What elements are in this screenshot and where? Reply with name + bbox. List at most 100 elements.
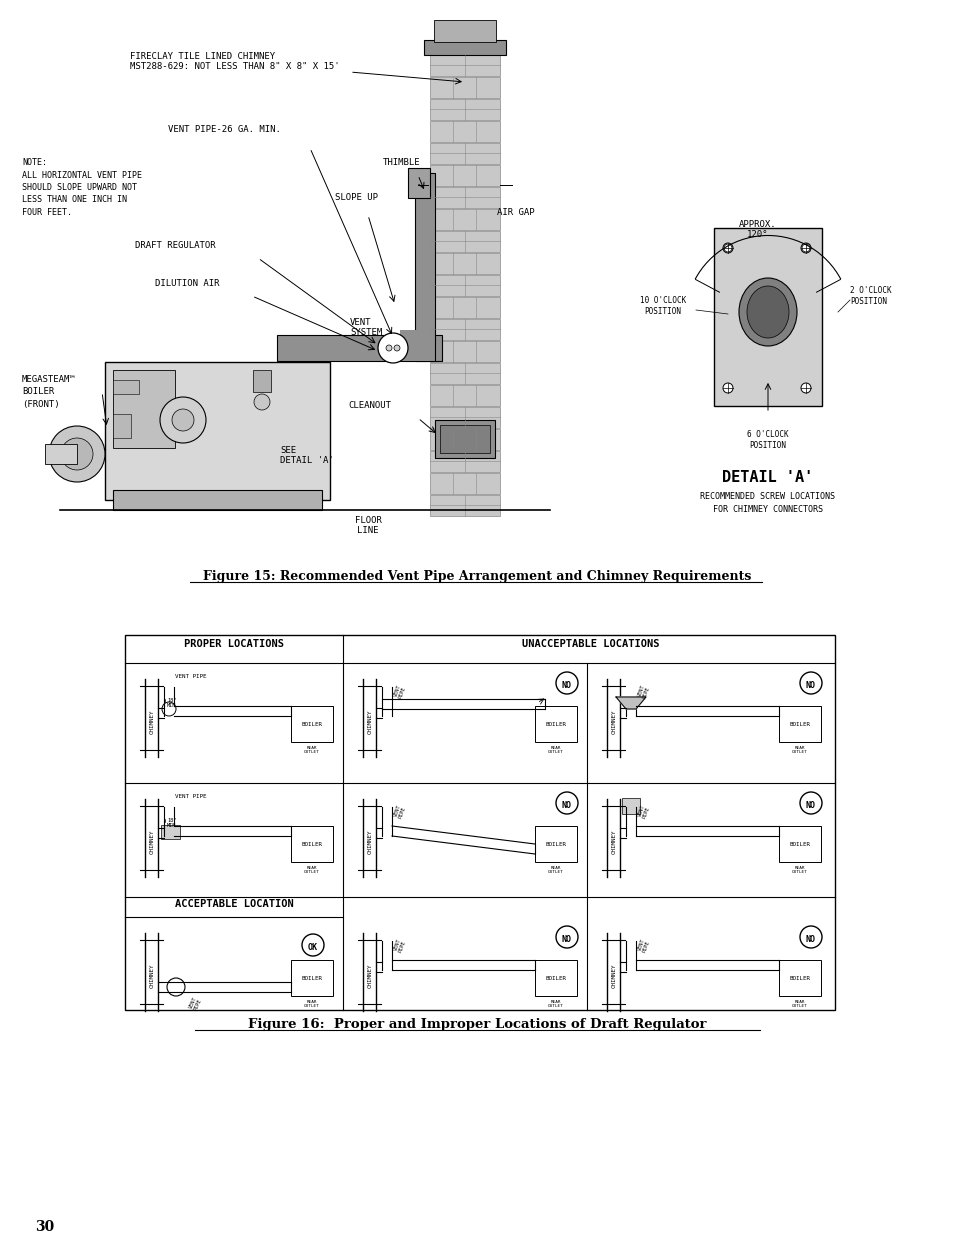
Bar (430, 429, 499, 450)
Bar (779, 826, 821, 862)
Text: CHIMNEY: CHIMNEY (611, 830, 616, 855)
Circle shape (801, 243, 810, 253)
Circle shape (302, 934, 324, 956)
Circle shape (722, 383, 732, 393)
Bar (430, 341, 499, 362)
Text: VENT
PIPE: VENT PIPE (637, 804, 650, 820)
Ellipse shape (746, 287, 788, 338)
Bar (430, 473, 499, 494)
Text: BOILER: BOILER (789, 841, 810, 846)
Bar (430, 408, 499, 429)
Text: BOILER: BOILER (545, 976, 566, 981)
Text: 6 O'CLOCK
POSITION: 6 O'CLOCK POSITION (746, 430, 788, 450)
Text: VENT
PIPE: VENT PIPE (393, 804, 407, 820)
Bar (430, 363, 499, 384)
Bar (535, 826, 577, 862)
Text: AIR GAP: AIR GAP (497, 207, 534, 217)
Text: REAR
OUTLET: REAR OUTLET (791, 746, 807, 755)
Bar (430, 209, 499, 230)
Bar (430, 275, 499, 296)
Polygon shape (616, 697, 645, 709)
Text: VENT PIPE-26 GA. MIN.: VENT PIPE-26 GA. MIN. (168, 125, 280, 135)
Text: CHIMNEY: CHIMNEY (367, 830, 372, 855)
Bar (430, 77, 499, 98)
Text: VENT
SYSTEM: VENT SYSTEM (350, 317, 382, 337)
Bar (291, 826, 333, 862)
Circle shape (556, 792, 578, 814)
Bar (45, 445, 77, 464)
Bar (434, 20, 496, 42)
Bar (430, 451, 499, 472)
Text: NO: NO (805, 680, 815, 689)
Bar (439, 425, 490, 453)
Circle shape (394, 345, 399, 351)
Circle shape (253, 394, 270, 410)
Text: BOILER: BOILER (789, 976, 810, 981)
Text: REAR
OUTLET: REAR OUTLET (304, 746, 319, 755)
Text: VENT PIPE: VENT PIPE (174, 794, 206, 799)
Bar (112, 380, 139, 394)
Bar (430, 495, 499, 516)
Text: CHIMNEY: CHIMNEY (150, 963, 154, 988)
Text: CHIMNEY: CHIMNEY (611, 710, 616, 735)
Text: SLOPE UP: SLOPE UP (335, 193, 377, 203)
Text: BOILER: BOILER (789, 721, 810, 726)
Bar (430, 165, 499, 186)
Text: VENT
PIPE: VENT PIPE (637, 684, 650, 700)
Circle shape (172, 409, 193, 431)
Text: Figure 15: Recommended Vent Pipe Arrangement and Chimney Requirements: Figure 15: Recommended Vent Pipe Arrange… (203, 571, 750, 583)
Text: NOTE:
ALL HORIZONTAL VENT PIPE
SHOULD SLOPE UPWARD NOT
LESS THAN ONE INCH IN
FOU: NOTE: ALL HORIZONTAL VENT PIPE SHOULD SL… (22, 158, 142, 217)
Text: NO: NO (561, 800, 572, 809)
Text: REAR
OUTLET: REAR OUTLET (791, 1000, 807, 1008)
Ellipse shape (739, 278, 796, 346)
Text: BOILER: BOILER (301, 841, 322, 846)
Circle shape (61, 438, 92, 471)
Circle shape (723, 245, 731, 252)
Bar (112, 414, 131, 438)
Bar (621, 798, 639, 814)
Bar (430, 231, 499, 252)
Text: CHIMNEY: CHIMNEY (367, 710, 372, 735)
Bar (291, 706, 333, 742)
Bar (430, 253, 499, 274)
Text: BOILER: BOILER (301, 721, 322, 726)
Text: SEE
DETAIL 'A': SEE DETAIL 'A' (280, 446, 334, 466)
Text: VENT PIPE: VENT PIPE (174, 673, 206, 678)
Text: REAR
OUTLET: REAR OUTLET (791, 866, 807, 874)
Text: 18"
MIN: 18" MIN (167, 698, 176, 708)
Text: FLOOR
LINE: FLOOR LINE (355, 516, 381, 536)
Text: VENT
PIPE: VENT PIPE (188, 997, 202, 1011)
Text: RECOMMENDED SCREW LOCATIONS
FOR CHIMNEY CONNECTORS: RECOMMENDED SCREW LOCATIONS FOR CHIMNEY … (700, 492, 835, 514)
Circle shape (167, 978, 185, 995)
Bar (430, 385, 499, 406)
Bar (430, 121, 499, 142)
Text: NO: NO (561, 680, 572, 689)
Text: NO: NO (805, 935, 815, 944)
Circle shape (556, 926, 578, 948)
Text: BOILER: BOILER (545, 721, 566, 726)
Text: VENT
PIPE: VENT PIPE (637, 939, 650, 953)
Circle shape (162, 701, 175, 716)
Bar (430, 56, 499, 77)
Text: REAR
OUTLET: REAR OUTLET (548, 1000, 563, 1008)
Circle shape (801, 245, 809, 252)
Bar (779, 706, 821, 742)
Bar (105, 362, 330, 500)
Text: CLEANOUT: CLEANOUT (348, 401, 391, 410)
Bar (430, 296, 499, 317)
Bar (430, 186, 499, 207)
Bar (430, 99, 499, 120)
Circle shape (722, 243, 732, 253)
Bar (713, 228, 821, 406)
Bar (276, 335, 441, 361)
Bar (399, 330, 430, 361)
Text: OK: OK (308, 942, 317, 951)
Text: REAR
OUTLET: REAR OUTLET (304, 866, 319, 874)
Text: VENT
PIPE: VENT PIPE (393, 684, 407, 700)
Circle shape (386, 345, 392, 351)
Text: DETAIL 'A': DETAIL 'A' (721, 471, 813, 485)
Text: THIMBLE: THIMBLE (382, 158, 420, 167)
Text: NO: NO (805, 800, 815, 809)
Bar (408, 168, 430, 198)
Text: REAR
OUTLET: REAR OUTLET (548, 866, 563, 874)
